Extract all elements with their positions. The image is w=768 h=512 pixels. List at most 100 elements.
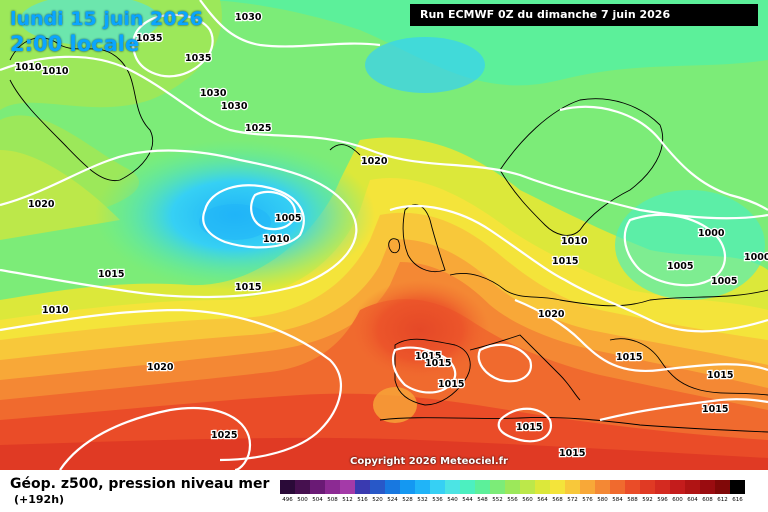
- north-africa-coast: [379, 417, 768, 433]
- color-scale-swatch: [310, 480, 325, 494]
- color-scale-label: 504: [312, 497, 323, 503]
- isobar-label: 1015: [425, 358, 451, 369]
- run-info: Run ECMWF 0Z du dimanche 7 juin 2026: [410, 4, 758, 26]
- color-scale-labels: 496 500 504 508 512 516 520 524 528 532 536 540 544 5…: [280, 497, 745, 503]
- color-scale-swatch: [325, 480, 340, 494]
- color-scale-label: 568: [552, 497, 563, 503]
- isobar-line: [0, 55, 768, 220]
- color-scale-label: 592: [642, 497, 653, 503]
- color-scale-swatch: [295, 480, 310, 494]
- color-scale-swatch: [640, 480, 655, 494]
- color-scale-label: 612: [717, 497, 728, 503]
- color-scale-swatch: [505, 480, 520, 494]
- isobar-label: 1015: [702, 404, 728, 415]
- isobar-label: 1015: [516, 422, 542, 433]
- forecast-date: lundi 15 juin 2026: [10, 8, 203, 30]
- greenland-coast: [9, 37, 154, 182]
- color-scale-swatch: [415, 480, 430, 494]
- color-scale-swatch: [700, 480, 715, 494]
- isobar-label: 1020: [147, 362, 174, 373]
- color-scale-swatch: [430, 480, 445, 494]
- color-scale-swatch: [520, 480, 535, 494]
- color-scale-swatch: [355, 480, 370, 494]
- isobar-label: 1015: [98, 269, 124, 280]
- color-scale-label: 524: [387, 497, 398, 503]
- isobar-label: 1020: [538, 309, 565, 320]
- color-scale-label: 604: [687, 497, 698, 503]
- balkans-coast: [609, 338, 768, 396]
- isobar-label: 1030: [235, 12, 262, 23]
- isobar-line: [199, 0, 381, 48]
- isobar-line: [202, 184, 305, 249]
- color-scale-swatch: [445, 480, 460, 494]
- forecast-lead-time: (+192h): [14, 493, 65, 506]
- coastlines: [9, 37, 768, 433]
- isobar-label: 1030: [221, 101, 248, 112]
- geopotential-field: [0, 0, 768, 470]
- color-scale-label: 544: [462, 497, 473, 503]
- isobar-line: [389, 204, 768, 333]
- isobar-label: 1015: [707, 370, 733, 381]
- color-scale-label: 560: [522, 497, 533, 503]
- color-scale-label: 496: [282, 497, 293, 503]
- color-scale-label: 500: [297, 497, 308, 503]
- color-scale: [280, 480, 745, 494]
- color-scale-label: 532: [417, 497, 428, 503]
- north-europe-coast: [449, 273, 768, 307]
- color-scale-swatch: [610, 480, 625, 494]
- color-scale-label: 580: [597, 497, 608, 503]
- isobar-label: 1025: [211, 430, 237, 441]
- color-scale-label: 520: [372, 497, 383, 503]
- color-scale-label: 564: [537, 497, 548, 503]
- color-scale-label: 588: [627, 497, 638, 503]
- isobar-line: [250, 190, 297, 231]
- color-scale-swatch: [460, 480, 475, 494]
- isobar-line: [391, 346, 457, 394]
- isobar-label: 1015: [235, 282, 261, 293]
- color-scale-label: 600: [672, 497, 683, 503]
- isobar-label: 1005: [667, 261, 693, 272]
- color-scale-swatch: [565, 480, 580, 494]
- color-scale-label: 572: [567, 497, 578, 503]
- iceland-coast: [329, 144, 361, 156]
- isobar-label: 1020: [361, 156, 388, 167]
- iberia-coast: [394, 338, 471, 406]
- isobar-line: [477, 343, 533, 383]
- isobar-label: 1010: [561, 236, 588, 247]
- isobar-lines: [0, 0, 768, 470]
- isobar-line: [559, 105, 768, 211]
- color-scale-label: 556: [507, 497, 518, 503]
- britain-coast: [402, 204, 446, 273]
- isobar-label: 1000: [744, 252, 768, 263]
- isobar-line: [0, 308, 342, 462]
- isobar-line: [0, 149, 358, 299]
- isobar-label: 1030: [200, 88, 227, 99]
- isobar-label: 1015: [559, 448, 585, 459]
- color-scale-swatch: [625, 480, 640, 494]
- color-scale-swatch: [490, 480, 505, 494]
- isobar-line: [599, 398, 768, 422]
- color-scale-label: 584: [612, 497, 623, 503]
- color-scale-label: 540: [447, 497, 458, 503]
- isobar-label: 1005: [711, 276, 737, 287]
- color-scale-swatch: [280, 480, 295, 494]
- isobar-line: [514, 298, 768, 373]
- forecast-map: 1030 1035 1035 1010 1010 1030 1030 1025 …: [0, 0, 768, 470]
- color-scale-label: 516: [357, 497, 368, 503]
- isobar-line: [132, 13, 214, 78]
- color-scale-swatch: [595, 480, 610, 494]
- color-scale-swatch: [385, 480, 400, 494]
- isobar-label: 1010: [263, 234, 290, 245]
- isobar-label: 1015: [438, 379, 464, 390]
- ireland-coast: [388, 238, 401, 254]
- isobar-label: 1010: [15, 62, 42, 73]
- color-scale-swatch: [535, 480, 550, 494]
- color-scale-label: 512: [342, 497, 353, 503]
- color-scale-label: 616: [732, 497, 743, 503]
- color-scale-label: 596: [657, 497, 668, 503]
- isobar-label: 1005: [275, 213, 301, 224]
- copyright-notice: Copyright 2026 Meteociel.fr: [350, 456, 508, 467]
- color-scale-swatch: [670, 480, 685, 494]
- color-scale-swatch: [715, 480, 730, 494]
- color-scale-label: 576: [582, 497, 593, 503]
